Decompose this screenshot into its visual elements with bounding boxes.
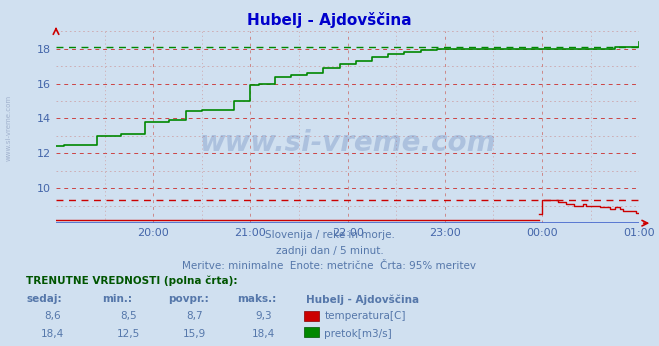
Text: zadnji dan / 5 minut.: zadnji dan / 5 minut.: [275, 246, 384, 256]
Text: min.:: min.:: [102, 294, 132, 304]
Text: pretok[m3/s]: pretok[m3/s]: [324, 329, 392, 339]
Text: temperatura[C]: temperatura[C]: [324, 311, 406, 321]
Text: 12,5: 12,5: [117, 329, 140, 339]
Text: 8,5: 8,5: [120, 311, 137, 321]
Text: TRENUTNE VREDNOSTI (polna črta):: TRENUTNE VREDNOSTI (polna črta):: [26, 275, 238, 285]
Text: sedaj:: sedaj:: [26, 294, 62, 304]
Text: 18,4: 18,4: [41, 329, 65, 339]
Text: www.si-vreme.com: www.si-vreme.com: [200, 128, 496, 156]
Text: Slovenija / reke in morje.: Slovenija / reke in morje.: [264, 230, 395, 240]
Text: 8,7: 8,7: [186, 311, 203, 321]
Text: 8,6: 8,6: [44, 311, 61, 321]
Text: 18,4: 18,4: [252, 329, 275, 339]
Text: 15,9: 15,9: [183, 329, 206, 339]
Text: maks.:: maks.:: [237, 294, 277, 304]
Text: Hubelj - Ajdovščina: Hubelj - Ajdovščina: [306, 294, 420, 304]
Text: Meritve: minimalne  Enote: metrične  Črta: 95% meritev: Meritve: minimalne Enote: metrične Črta:…: [183, 261, 476, 271]
Text: povpr.:: povpr.:: [168, 294, 209, 304]
Text: www.si-vreme.com: www.si-vreme.com: [5, 95, 12, 161]
Text: Hubelj - Ajdovščina: Hubelj - Ajdovščina: [247, 12, 412, 28]
Text: 9,3: 9,3: [255, 311, 272, 321]
